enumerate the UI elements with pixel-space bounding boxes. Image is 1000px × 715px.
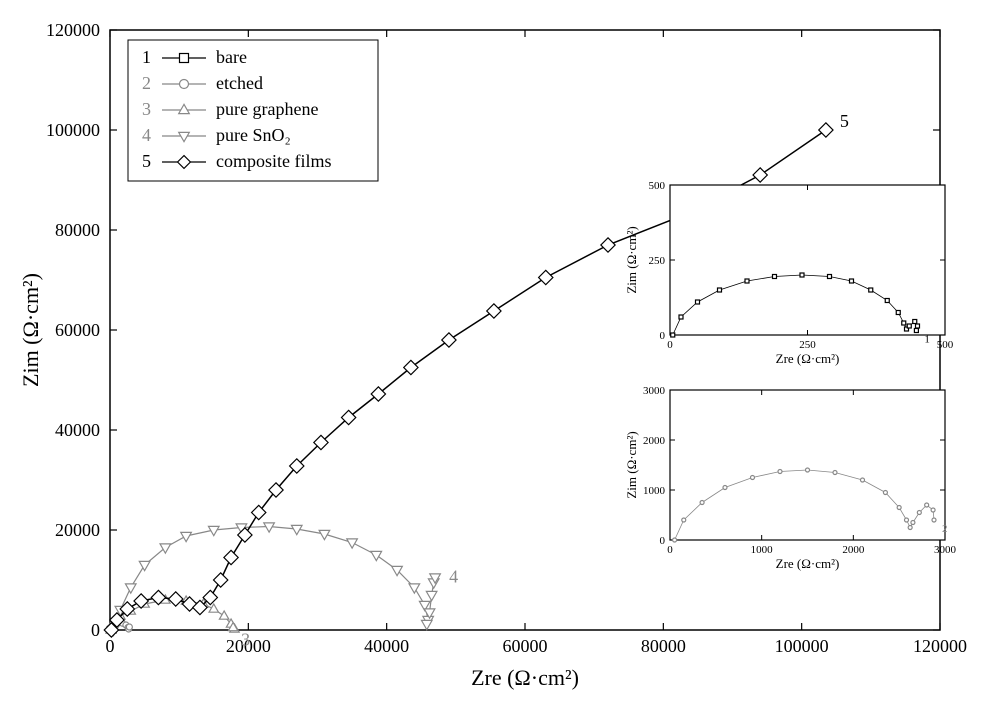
svg-text:3000: 3000: [934, 544, 957, 556]
svg-text:composite films: composite films: [216, 151, 332, 171]
svg-text:3: 3: [241, 630, 250, 650]
svg-text:3: 3: [142, 99, 151, 119]
svg-text:3000: 3000: [643, 385, 666, 397]
y-axis-label: Zim (Ω·cm²): [18, 273, 43, 387]
svg-text:5: 5: [142, 151, 151, 171]
svg-text:2000: 2000: [842, 544, 865, 556]
svg-text:2: 2: [142, 73, 151, 93]
svg-text:500: 500: [937, 339, 954, 351]
svg-text:0: 0: [667, 544, 673, 556]
svg-text:100000: 100000: [775, 636, 829, 656]
svg-text:1: 1: [142, 47, 151, 67]
svg-text:2: 2: [942, 523, 948, 535]
inset1-plot: 0 250 500 0 250 500 Zre (Ω·cm²) Zim (Ω·cm²) 1: [624, 180, 954, 366]
svg-text:0: 0: [91, 620, 100, 640]
svg-text:20000: 20000: [55, 520, 100, 540]
svg-text:250: 250: [799, 339, 816, 351]
svg-text:1000: 1000: [643, 485, 666, 497]
svg-text:2000: 2000: [643, 435, 666, 447]
svg-text:Zre (Ω·cm²): Zre (Ω·cm²): [776, 351, 840, 366]
svg-text:100000: 100000: [46, 120, 100, 140]
nyquist-plot-figure: 0200004000060000800001000001200000200004…: [0, 0, 1000, 715]
svg-text:120000: 120000: [913, 636, 967, 656]
svg-text:bare: bare: [216, 47, 247, 67]
svg-text:60000: 60000: [503, 636, 548, 656]
svg-text:0: 0: [106, 636, 115, 656]
svg-text:40000: 40000: [364, 636, 409, 656]
svg-text:80000: 80000: [55, 220, 100, 240]
chart-svg: 0200004000060000800001000001200000200004…: [0, 0, 1000, 715]
svg-text:60000: 60000: [55, 320, 100, 340]
svg-text:1: 1: [924, 334, 930, 346]
svg-text:pure SnO₂: pure SnO₂: [216, 125, 291, 145]
svg-text:40000: 40000: [55, 420, 100, 440]
x-axis-label: Zre (Ω·cm²): [471, 665, 579, 690]
svg-text:4: 4: [449, 567, 458, 587]
svg-text:Zre (Ω·cm²): Zre (Ω·cm²): [776, 556, 840, 571]
svg-text:0: 0: [660, 330, 666, 342]
svg-text:500: 500: [649, 180, 666, 192]
svg-text:120000: 120000: [46, 20, 100, 40]
svg-text:pure graphene: pure graphene: [216, 99, 318, 119]
legend: 1 bare 2 etched 3 pure graphene 4 pure SnO₂ 5 com…: [128, 40, 378, 181]
svg-text:etched: etched: [216, 73, 263, 93]
svg-text:250: 250: [649, 255, 666, 267]
svg-text:0: 0: [660, 535, 666, 547]
svg-text:80000: 80000: [641, 636, 686, 656]
svg-text:1000: 1000: [751, 544, 774, 556]
svg-text:Zim (Ω·cm²): Zim (Ω·cm²): [624, 226, 639, 293]
inset2-plot: 0 1000 2000 3000 0 1000 2000 3000 Zre (Ω·cm²) Zim…: [624, 385, 957, 571]
svg-text:5: 5: [840, 111, 849, 131]
svg-text:0: 0: [667, 339, 673, 351]
svg-text:Zim (Ω·cm²): Zim (Ω·cm²): [624, 431, 639, 498]
svg-text:4: 4: [142, 125, 151, 145]
